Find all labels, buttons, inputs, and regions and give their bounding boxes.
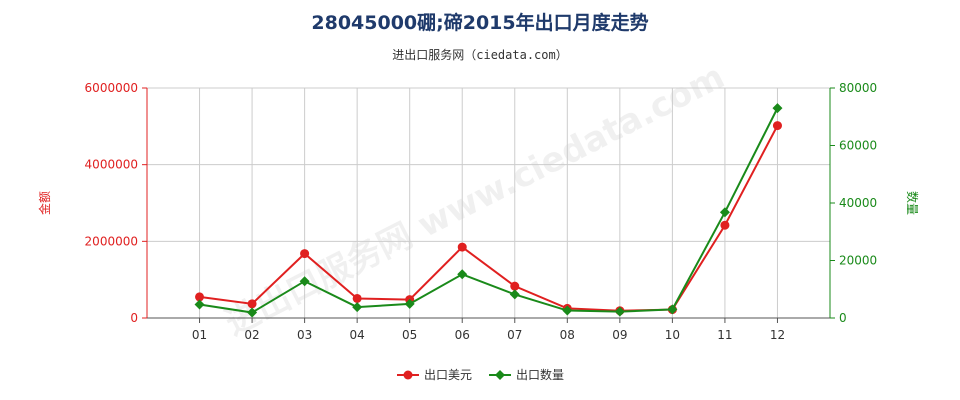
y-axis-right-tick-label: 40000	[839, 196, 877, 210]
data-point	[772, 121, 782, 131]
y-axis-left-label: 金额	[37, 191, 52, 215]
legend-item: 出口数量	[489, 367, 564, 382]
legend-item: 出口美元	[397, 368, 472, 382]
y-axis-left-tick-label: 4000000	[85, 158, 138, 172]
data-point	[457, 242, 467, 252]
data-point	[195, 292, 205, 302]
legend-label: 出口美元	[424, 368, 472, 382]
axes: 0 2000000 4000000 6000000 0 20000 40000 60000 80…	[37, 81, 920, 342]
x-axis-tick-label: 08	[560, 328, 575, 342]
data-point	[299, 276, 310, 287]
data-point	[614, 306, 625, 317]
x-axis-tick-label: 03	[297, 328, 312, 342]
data-point	[510, 281, 520, 291]
chart-subtitle: 进出口服务网（ciedata.com）	[392, 48, 568, 62]
y-axis-left-tick-label: 6000000	[85, 81, 138, 95]
data-point	[667, 304, 678, 315]
y-axis-left-tick-label: 0	[130, 311, 138, 325]
data-point	[719, 207, 730, 218]
x-axis-tick-label: 05	[402, 328, 417, 342]
series-line	[199, 107, 779, 314]
x-axis-tick-label: 01	[192, 328, 207, 342]
x-axis-tick-label: 10	[665, 328, 680, 342]
data-point	[404, 298, 415, 309]
series-2	[194, 103, 783, 318]
series-line	[199, 125, 779, 312]
data-point	[772, 103, 783, 114]
x-axis-tick-label: 11	[717, 328, 732, 342]
watermark-text: 进出口服务网 www.ciedata.com	[219, 57, 731, 344]
data-point	[194, 299, 205, 310]
data-point	[352, 293, 362, 303]
x-axis-tick-label: 02	[244, 328, 259, 342]
x-axis-tick-label: 04	[350, 328, 365, 342]
x-axis-tick-label: 06	[455, 328, 470, 342]
y-axis-right-tick-label: 60000	[839, 139, 877, 153]
data-point	[247, 299, 257, 309]
series-layer	[194, 103, 783, 318]
y-axis-right-tick-label: 20000	[839, 254, 877, 268]
data-point	[509, 289, 520, 300]
y-axis-left-tick-label: 2000000	[85, 234, 138, 248]
legend-swatch-marker	[495, 370, 505, 380]
data-point	[352, 302, 363, 313]
data-point	[457, 269, 468, 280]
legend: 出口美元 出口数量	[397, 367, 564, 382]
data-point	[300, 249, 310, 259]
data-point	[720, 220, 730, 230]
x-axis-tick-label: 12	[770, 328, 785, 342]
x-axis-tick-label: 07	[507, 328, 522, 342]
chart-title: 28045000硼;碲2015年出口月度走势	[311, 12, 649, 34]
x-axis-tick-label: 09	[612, 328, 627, 342]
y-axis-right-label: 数量	[905, 191, 920, 215]
y-axis-right-tick-label: 80000	[839, 81, 877, 95]
data-point	[247, 307, 258, 318]
y-axis-right-tick-label: 0	[839, 311, 847, 325]
legend-label: 出口数量	[516, 367, 564, 382]
data-point	[562, 305, 573, 316]
legend-swatch-marker	[403, 370, 413, 380]
